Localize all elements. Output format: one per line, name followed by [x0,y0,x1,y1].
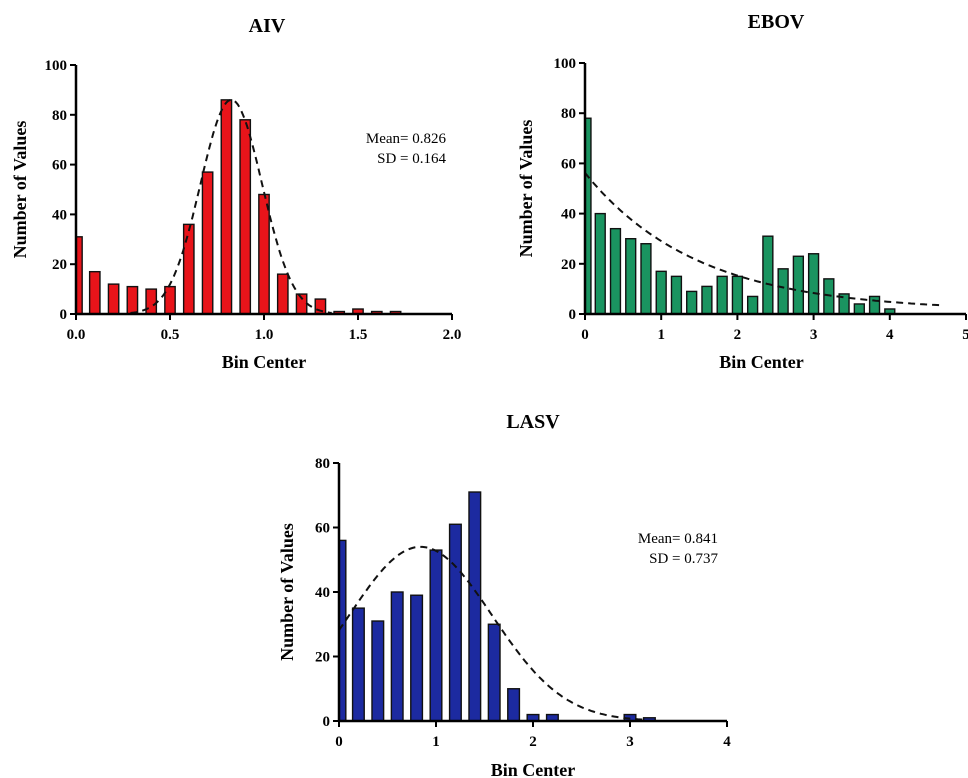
mean-annotation: Mean= 0.841 [638,531,718,547]
bar [448,523,462,722]
bar [777,268,789,315]
bar [314,298,327,315]
bar [655,270,667,315]
x-tick-label: 1 [657,327,665,343]
bar [145,288,158,315]
bar [507,688,521,722]
bar [429,549,443,722]
y-axis-label: Number of Values [277,523,297,661]
bar [220,99,233,315]
bar [88,270,101,315]
chart-title: AIV [249,15,286,37]
bar [807,253,820,315]
chart-title: LASV [506,411,560,433]
y-tick-label: 100 [554,56,577,72]
bar [625,237,637,315]
x-tick-label: 0 [335,734,343,750]
fit-curve [338,545,644,721]
bar [487,623,501,722]
x-tick-label: 1.5 [349,327,368,343]
x-tick-label: 0.0 [67,327,86,343]
bar [410,594,424,722]
bar [609,227,622,315]
chart-title: EBOV [748,11,805,33]
bar [390,591,404,722]
fit-curve [584,172,940,307]
x-tick-label: 4 [723,734,731,750]
y-tick-label: 0 [60,307,68,323]
bar [107,283,120,315]
bar [258,193,270,315]
x-tick-label: 2.0 [443,327,462,343]
y-tick-label: 0 [323,714,331,730]
bar [468,491,482,722]
bar [164,285,176,315]
fit-curve [130,98,332,314]
y-tick-label: 60 [561,156,576,172]
bar [182,223,195,315]
bar [762,235,774,315]
bar [731,275,744,315]
x-tick-label: 5 [962,327,968,343]
chart-ebov: EBOV 0 1 2 3 4 5 0 20 40 60 80 100 Bin Center Number o… [516,11,968,372]
y-axis-label: Number of Values [516,120,536,258]
bar [201,171,214,315]
bar [792,255,805,315]
x-tick-label: 3 [810,327,818,343]
bar [276,273,289,315]
bar [716,275,728,315]
bar [594,212,606,315]
y-tick-label: 20 [315,650,330,666]
x-tick-label: 1 [432,734,440,750]
x-tick-label: 1.0 [255,327,274,343]
bar [701,285,713,315]
bar [640,243,652,315]
y-tick-label: 40 [561,207,576,223]
bar [126,285,139,315]
sd-annotation: SD = 0.737 [649,551,718,567]
bar [823,278,835,315]
bar [351,607,365,722]
y-tick-label: 80 [315,456,330,472]
x-axis-label: Bin Center [719,352,804,372]
chart-aiv: AIV 0.0 0.5 1.0 1.5 2.0 0 20 40 60 80 100 Bin Center… [10,15,461,372]
x-tick-label: 0.5 [161,327,180,343]
y-tick-label: 60 [52,158,67,174]
y-tick-label: 40 [52,207,67,223]
y-tick-label: 100 [45,58,68,74]
y-axis-label: Number of Values [10,121,30,259]
x-tick-label: 4 [886,327,894,343]
y-tick-label: 40 [315,585,330,601]
x-tick-label: 3 [626,734,634,750]
bar [371,620,385,722]
x-tick-label: 0 [581,327,589,343]
bar [868,295,881,315]
bar [853,303,865,315]
y-tick-label: 80 [561,106,576,122]
y-tick-label: 20 [561,257,576,273]
bar [686,290,698,315]
x-axis-label: Bin Center [491,760,576,778]
x-tick-label: 2 [734,327,742,343]
x-tick-label: 2 [529,734,537,750]
bar [746,295,759,315]
y-tick-label: 80 [52,108,67,124]
y-tick-label: 20 [52,257,67,273]
y-tick-label: 60 [315,521,330,537]
y-tick-label: 0 [569,307,577,323]
x-axis-label: Bin Center [222,352,307,372]
mean-annotation: Mean= 0.826 [366,131,447,147]
bar [670,275,683,315]
bar [239,119,252,315]
sd-annotation: SD = 0.164 [377,151,446,167]
